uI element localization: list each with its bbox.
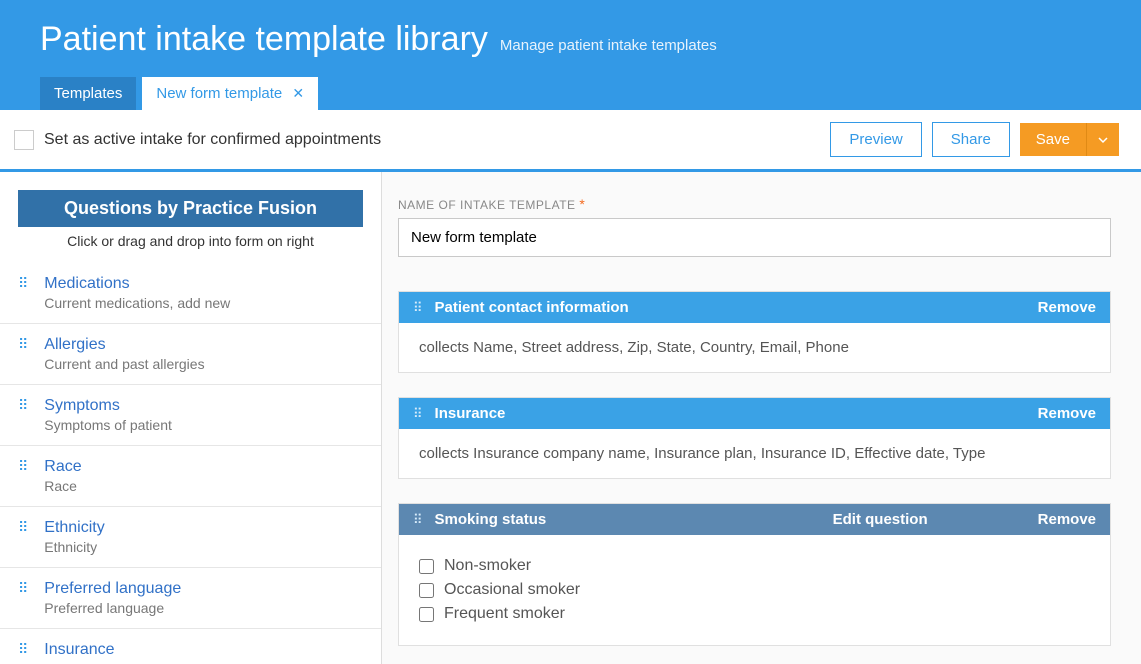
question-item-race[interactable]: ⠿ Race Race <box>0 446 381 507</box>
question-item-medications[interactable]: ⠿ Medications Current medications, add n… <box>0 263 381 324</box>
question-item-ethnicity[interactable]: ⠿ Ethnicity Ethnicity <box>0 507 381 568</box>
sidebar-hint: Click or drag and drop into form on righ… <box>0 233 381 249</box>
option-row: Occasional smoker <box>419 581 1090 599</box>
option-row: Frequent smoker <box>419 605 1090 623</box>
section-title: Smoking status <box>435 511 823 528</box>
close-icon[interactable]: ✕ <box>292 85 304 101</box>
active-intake-label: Set as active intake for confirmed appoi… <box>44 131 381 149</box>
save-dropdown-button[interactable] <box>1086 123 1119 156</box>
questions-sidebar: Questions by Practice Fusion Click or dr… <box>0 172 382 664</box>
required-star-icon: * <box>579 196 584 212</box>
section-header[interactable]: ⠿ Smoking status Edit question Remove <box>399 504 1110 535</box>
question-item-allergies[interactable]: ⠿ Allergies Current and past allergies <box>0 324 381 385</box>
question-title: Race <box>44 458 81 476</box>
template-name-input[interactable] <box>398 218 1111 257</box>
remove-button[interactable]: Remove <box>1038 405 1096 422</box>
sidebar-header: Questions by Practice Fusion <box>18 190 363 227</box>
form-canvas: NAME OF INTAKE TEMPLATE * ⠿ Patient cont… <box>382 172 1141 664</box>
section-header[interactable]: ⠿ Insurance Remove <box>399 398 1110 429</box>
question-title: Medications <box>44 275 230 293</box>
chevron-down-icon <box>1097 134 1109 146</box>
question-title: Preferred language <box>44 580 181 598</box>
drag-handle-icon[interactable]: ⠿ <box>18 584 30 592</box>
question-title: Ethnicity <box>44 519 104 537</box>
section-title: Patient contact information <box>435 299 1028 316</box>
question-subtitle: Current and past allergies <box>44 356 204 372</box>
drag-handle-icon[interactable]: ⠿ <box>18 523 30 531</box>
section-patient-contact: ⠿ Patient contact information Remove col… <box>398 291 1111 373</box>
tab-new-form-label: New form template <box>156 85 282 102</box>
save-button-group: Save <box>1020 123 1119 156</box>
edit-question-button[interactable]: Edit question <box>833 511 928 528</box>
question-subtitle: Ethnicity <box>44 539 104 555</box>
tab-new-form[interactable]: New form template ✕ <box>142 77 318 110</box>
page-header: Patient intake template library Manage p… <box>0 0 1141 110</box>
question-item-insurance[interactable]: ⠿ Insurance <box>0 629 381 664</box>
question-subtitle: Preferred language <box>44 600 181 616</box>
drag-handle-icon[interactable]: ⠿ <box>18 279 30 287</box>
toolbar: Set as active intake for confirmed appoi… <box>0 110 1141 172</box>
save-button[interactable]: Save <box>1020 123 1086 156</box>
drag-handle-icon[interactable]: ⠿ <box>18 340 30 348</box>
question-list: ⠿ Medications Current medications, add n… <box>0 263 381 664</box>
option-checkbox-frequent-smoker[interactable] <box>419 607 434 622</box>
question-item-preferred-language[interactable]: ⠿ Preferred language Preferred language <box>0 568 381 629</box>
section-insurance: ⠿ Insurance Remove collects Insurance co… <box>398 397 1111 479</box>
remove-button[interactable]: Remove <box>1038 511 1096 528</box>
drag-handle-icon[interactable]: ⠿ <box>413 410 425 417</box>
section-header[interactable]: ⠿ Patient contact information Remove <box>399 292 1110 323</box>
option-label: Non-smoker <box>444 557 531 575</box>
option-row: Non-smoker <box>419 557 1090 575</box>
page-title: Patient intake template library <box>40 20 488 59</box>
drag-handle-icon[interactable]: ⠿ <box>18 401 30 409</box>
section-body: collects Name, Street address, Zip, Stat… <box>399 323 1110 372</box>
question-title: Insurance <box>44 641 114 659</box>
preview-button[interactable]: Preview <box>830 122 921 157</box>
tab-templates[interactable]: Templates <box>40 77 136 110</box>
section-body: collects Insurance company name, Insuran… <box>399 429 1110 478</box>
section-title: Insurance <box>435 405 1028 422</box>
drag-handle-icon[interactable]: ⠿ <box>413 304 425 311</box>
question-subtitle: Race <box>44 478 81 494</box>
drag-handle-icon[interactable]: ⠿ <box>18 645 30 653</box>
option-label: Occasional smoker <box>444 581 580 599</box>
share-button[interactable]: Share <box>932 122 1010 157</box>
question-title: Allergies <box>44 336 204 354</box>
section-body: Non-smoker Occasional smoker Frequent sm… <box>399 535 1110 645</box>
option-checkbox-non-smoker[interactable] <box>419 559 434 574</box>
page-subtitle: Manage patient intake templates <box>500 37 717 54</box>
drag-handle-icon[interactable]: ⠿ <box>18 462 30 470</box>
option-checkbox-occasional-smoker[interactable] <box>419 583 434 598</box>
drag-handle-icon[interactable]: ⠿ <box>413 516 425 523</box>
active-intake-checkbox[interactable] <box>14 130 34 150</box>
question-subtitle: Symptoms of patient <box>44 417 172 433</box>
template-name-label: NAME OF INTAKE TEMPLATE <box>398 198 576 212</box>
option-label: Frequent smoker <box>444 605 565 623</box>
section-smoking-status: ⠿ Smoking status Edit question Remove No… <box>398 503 1111 646</box>
remove-button[interactable]: Remove <box>1038 299 1096 316</box>
question-subtitle: Current medications, add new <box>44 295 230 311</box>
tab-bar: Templates New form template ✕ <box>40 77 1101 110</box>
question-title: Symptoms <box>44 397 172 415</box>
question-item-symptoms[interactable]: ⠿ Symptoms Symptoms of patient <box>0 385 381 446</box>
